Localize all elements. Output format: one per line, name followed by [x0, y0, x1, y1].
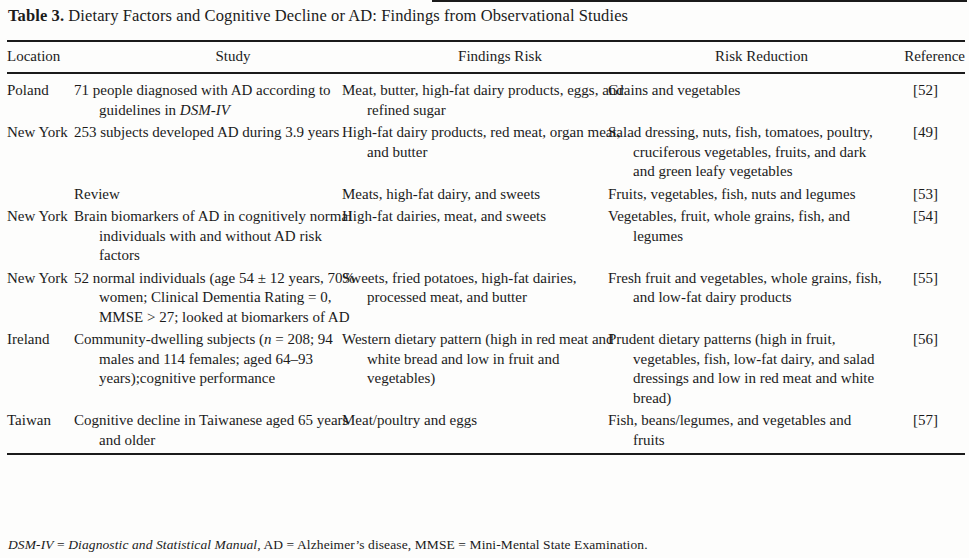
findings-risk-cell: High-fat dairies, meat, and sweets — [367, 207, 633, 269]
text-segment: Community-dwelling subjects ( — [74, 331, 264, 347]
study-cell: Brain biomarkers of AD in cognitively no… — [99, 207, 367, 269]
study-cell: Cognitive decline in Taiwanese aged 65 y… — [99, 411, 367, 454]
reference-cell: [54] — [890, 207, 965, 269]
table-row: New YorkBrain biomarkers of AD in cognit… — [7, 207, 965, 269]
dietary-factors-table: LocationStudyFindings RiskRisk Reduction… — [7, 40, 965, 455]
italic-text-segment: DSM-IV — [8, 537, 54, 552]
risk-reduction-cell: Fresh fruit and vegetables, whole grains… — [633, 269, 890, 331]
reference-cell: [57] — [890, 411, 965, 454]
italic-text-segment: DSM-IV — [180, 102, 230, 118]
reference-cell: [49] — [890, 123, 965, 185]
risk-reduction-cell: Salad dressing, nuts, fish, tomatoes, po… — [633, 123, 890, 185]
findings-risk-cell: Sweets, fried potatoes, high-fat dairies… — [367, 269, 633, 331]
column-header-location: Location — [7, 41, 99, 73]
table-title-label: Table 3. — [8, 6, 64, 25]
reference-cell: [55] — [890, 269, 965, 331]
column-header-reference: Reference — [890, 41, 965, 73]
table-row: Poland71 people diagnosed with AD accord… — [7, 73, 965, 123]
study-cell: 253 subjects developed AD during 3.9 yea… — [99, 123, 367, 185]
text-segment: , AD = Alzheimer’s disease, MMSE = Mini-… — [257, 537, 647, 552]
table-title: Table 3. Dietary Factors and Cognitive D… — [8, 6, 628, 26]
study-cell: Community-dwelling subjects (n = 208; 94… — [99, 330, 367, 411]
column-header-study: Study — [99, 41, 367, 73]
paper-table-figure: Table 3. Dietary Factors and Cognitive D… — [0, 0, 969, 558]
study-cell: 52 normal individuals (age 54 ± 12 years… — [99, 269, 367, 331]
findings-risk-cell: Meat/poultry and eggs — [367, 411, 633, 454]
table-row: TaiwanCognitive decline in Taiwanese age… — [7, 411, 965, 454]
table-row: IrelandCommunity-dwelling subjects (n = … — [7, 330, 965, 411]
table-footnote: DSM-IV = Diagnostic and Statistical Manu… — [8, 537, 648, 553]
risk-reduction-cell: Fish, beans/legumes, and vegetables and … — [633, 411, 890, 454]
findings-risk-cell: Meats, high-fat dairy, and sweets — [367, 185, 633, 208]
italic-text-segment: Diagnostic and Statistical Manual — [68, 537, 257, 552]
findings-risk-cell: High-fat dairy products, red meat, organ… — [367, 123, 633, 185]
findings-risk-cell: Western dietary pattern (high in red mea… — [367, 330, 633, 411]
study-cell: Review — [99, 185, 367, 208]
reference-cell: [52] — [890, 73, 965, 123]
risk-reduction-cell: Grains and vegetables — [633, 73, 890, 123]
text-segment: = — [54, 537, 69, 552]
table-header-row: LocationStudyFindings RiskRisk Reduction… — [7, 41, 965, 73]
column-header-findings-risk: Findings Risk — [367, 41, 633, 73]
findings-risk-cell: Meat, butter, high-fat dairy products, e… — [367, 73, 633, 123]
reference-cell: [56] — [890, 330, 965, 411]
column-header-risk-reduction: Risk Reduction — [633, 41, 890, 73]
top-crop-line — [432, 0, 967, 2]
study-cell: 71 people diagnosed with AD according to… — [99, 73, 367, 123]
reference-cell: [53] — [890, 185, 965, 208]
risk-reduction-cell: Fruits, vegetables, fish, nuts and legum… — [633, 185, 890, 208]
risk-reduction-cell: Vegetables, fruit, whole grains, fish, a… — [633, 207, 890, 269]
table-row: New York52 normal individuals (age 54 ± … — [7, 269, 965, 331]
table-row: New York253 subjects developed AD during… — [7, 123, 965, 185]
risk-reduction-cell: Prudent dietary patterns (high in fruit,… — [633, 330, 890, 411]
table-title-text: Dietary Factors and Cognitive Decline or… — [64, 6, 628, 25]
table-row: ReviewMeats, high-fat dairy, and sweetsF… — [7, 185, 965, 208]
